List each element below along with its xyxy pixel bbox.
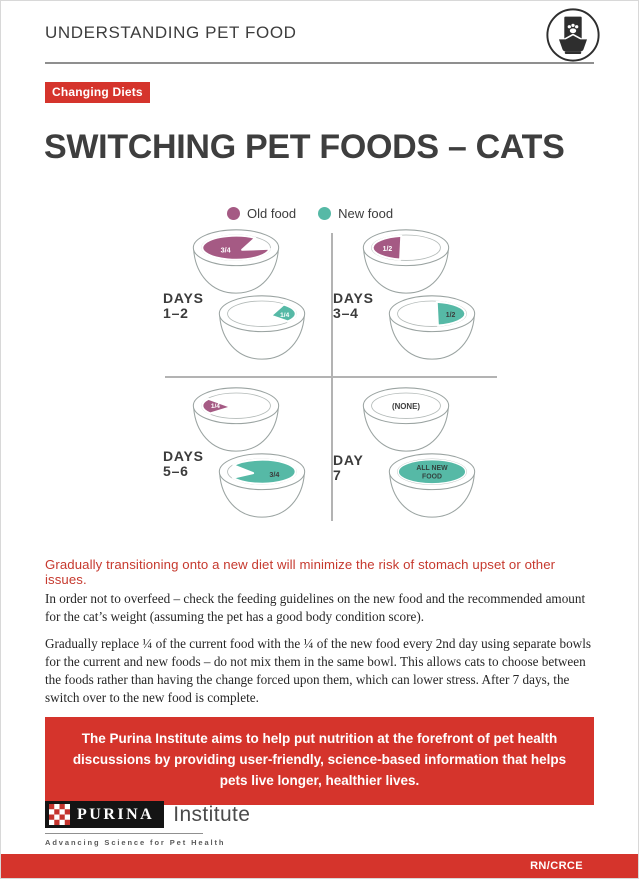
footer-bar: RN/CRCE (1, 854, 638, 878)
diagram-divider-horizontal (165, 376, 497, 378)
legend-label: Old food (247, 206, 297, 221)
bowl-all-new-food: ALL NEW FOOD (388, 453, 476, 518)
day-label: DAYS 3–4 (333, 290, 374, 321)
logo-tagline: Advancing Science for Pet Health (45, 838, 226, 847)
bowl-old-food-three-quarters: 3/4 (192, 229, 280, 294)
highlight-sentence: Gradually transitioning onto a new diet … (45, 557, 556, 587)
page-title: SWITCHING PET FOODS – CATS (44, 128, 565, 166)
transition-diagram: DAYS 1–2 3/4 1/4 DAYS 3–4 (161, 229, 501, 525)
old-food-dot-icon (227, 207, 240, 220)
bowl-new-food-half: 1/2 (388, 295, 476, 360)
purina-checkerboard-icon (49, 804, 70, 825)
paragraph-replace-quarter: Gradually replace ¼ of the current food … (45, 636, 592, 705)
header-divider (45, 62, 594, 64)
svg-text:1/4: 1/4 (211, 403, 220, 410)
quadrant-days-1-2: DAYS 1–2 3/4 1/4 (163, 229, 327, 371)
category-tag: Changing Diets (45, 82, 150, 103)
bowl-new-food-one-quarter: 1/4 (218, 295, 306, 360)
bowl-new-food-three-quarters: 3/4 (218, 453, 306, 518)
quadrant-days-3-4: DAYS 3–4 1/2 1/2 (333, 229, 497, 371)
svg-text:1/2: 1/2 (446, 312, 456, 319)
svg-text:3/4: 3/4 (269, 470, 279, 479)
svg-text:1/2: 1/2 (383, 246, 393, 253)
svg-text:3/4: 3/4 (221, 246, 231, 255)
new-food-dot-icon (318, 207, 332, 220)
paragraph-overfeed: In order not to overfeed – check the fee… (45, 591, 586, 624)
legend-item-new-food: New food (318, 206, 393, 221)
pet-food-bag-bowl-icon (544, 6, 602, 64)
day-label: DAYS 5–6 (163, 448, 204, 479)
purina-wordmark: PURINA (77, 805, 155, 823)
svg-text:1/4: 1/4 (280, 312, 289, 319)
purina-institute-info-box: The Purina Institute aims to help put nu… (45, 717, 594, 805)
svg-text:(NONE): (NONE) (392, 402, 420, 411)
legend: Old food New food (227, 206, 393, 221)
logo-divider (45, 833, 203, 834)
purina-institute-logo: PURINA Institute Advancing Science for P… (45, 801, 250, 847)
document-code: RN/CRCE (530, 860, 583, 872)
institute-wordmark: Institute (173, 802, 251, 826)
svg-text:FOOD: FOOD (422, 474, 442, 481)
document-series-title: UNDERSTANDING PET FOOD (45, 23, 297, 42)
bowl-old-food-one-quarter: 1/4 (192, 387, 280, 452)
quadrant-day-7: DAY 7 (NONE) ALL NEW FOOD (333, 387, 497, 529)
bowl-old-food-none: (NONE) (362, 387, 450, 452)
legend-item-old-food: Old food (227, 206, 296, 221)
legend-label: New food (338, 206, 394, 221)
purina-logo-box: PURINA (45, 801, 165, 828)
day-label: DAYS 1–2 (163, 290, 204, 321)
svg-text:ALL NEW: ALL NEW (416, 465, 448, 472)
bowl-old-food-half: 1/2 (362, 229, 450, 294)
quadrant-days-5-6: DAYS 5–6 1/4 3/4 (163, 387, 327, 529)
day-label: DAY 7 (333, 452, 364, 483)
